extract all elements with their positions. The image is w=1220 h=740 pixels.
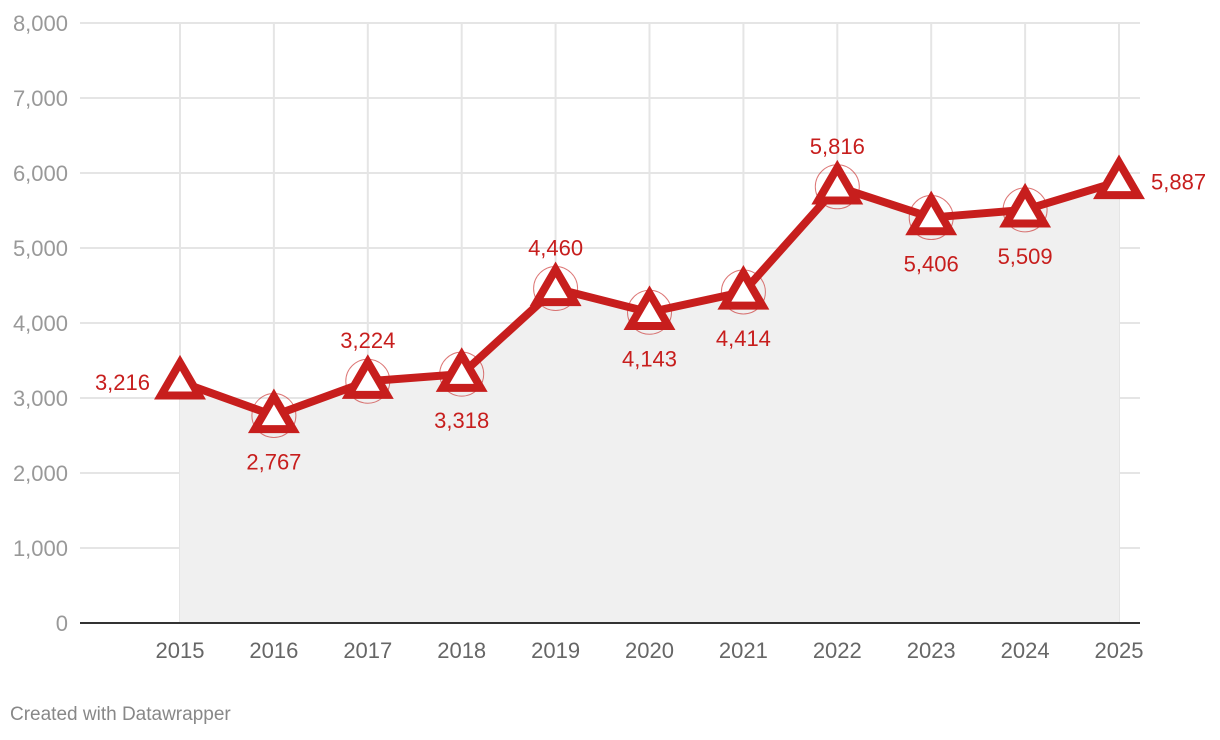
y-tick-label: 4,000 — [13, 311, 68, 336]
x-tick-label: 2024 — [1001, 638, 1050, 663]
triangle-marker — [341, 354, 394, 399]
y-tick-label: 2,000 — [13, 461, 68, 486]
triangle-marker — [247, 388, 300, 434]
data-label: 5,887 — [1151, 169, 1206, 194]
triangle-marker — [717, 264, 770, 310]
x-tick-label: 2020 — [625, 638, 674, 663]
data-label: 5,406 — [904, 252, 959, 277]
y-tick-label: 3,000 — [13, 386, 68, 411]
data-label: 3,224 — [340, 328, 395, 353]
data-label: 4,143 — [622, 346, 677, 371]
x-tick-label: 2015 — [156, 638, 205, 663]
triangle-marker — [154, 354, 206, 400]
y-tick-label: 8,000 — [13, 11, 68, 36]
data-label: 3,318 — [434, 408, 489, 433]
data-label: 4,414 — [716, 326, 771, 351]
triangle-marker — [435, 347, 488, 392]
data-label: 2,767 — [246, 449, 301, 474]
triangle-marker — [999, 182, 1052, 228]
y-tick-label: 6,000 — [13, 161, 68, 186]
y-tick-label: 0 — [56, 611, 68, 636]
data-label: 5,816 — [810, 134, 865, 159]
x-tick-label: 2021 — [719, 638, 768, 663]
series-area — [180, 181, 1119, 623]
credit-text: Created with Datawrapper — [10, 704, 231, 725]
data-labels: 3,216 2,767 3,224 3,318 4,460 4,143 4,414 5,816… — [95, 134, 1206, 475]
x-axis-ticks: 2015 2016 2017 2018 2019 2020 2021 2022 2023 2024… — [156, 638, 1144, 663]
x-tick-label: 2016 — [249, 638, 298, 663]
x-tick-label: 2025 — [1095, 638, 1144, 663]
x-tick-label: 2017 — [343, 638, 392, 663]
y-tick-label: 5,000 — [13, 236, 68, 261]
y-tick-label: 1,000 — [13, 536, 68, 561]
y-axis-ticks: 0 1,000 2,000 3,000 4,000 5,000 6,000 7,000 8,00… — [13, 11, 68, 636]
x-tick-label: 2019 — [531, 638, 580, 663]
x-tick-label: 2023 — [907, 638, 956, 663]
series-markers — [154, 154, 1145, 438]
data-label: 5,509 — [998, 244, 1053, 269]
triangle-marker — [811, 159, 864, 205]
x-tick-label: 2022 — [813, 638, 862, 663]
triangle-marker — [905, 190, 958, 236]
triangle-marker — [529, 261, 582, 307]
triangle-marker — [623, 285, 676, 330]
y-tick-label: 7,000 — [13, 86, 68, 111]
triangle-marker — [1093, 154, 1145, 200]
data-label: 3,216 — [95, 370, 150, 395]
data-label: 4,460 — [528, 236, 583, 261]
line-chart: 0 1,000 2,000 3,000 4,000 5,000 6,000 7,000 8,00… — [13, 11, 1206, 663]
x-tick-label: 2018 — [437, 638, 486, 663]
